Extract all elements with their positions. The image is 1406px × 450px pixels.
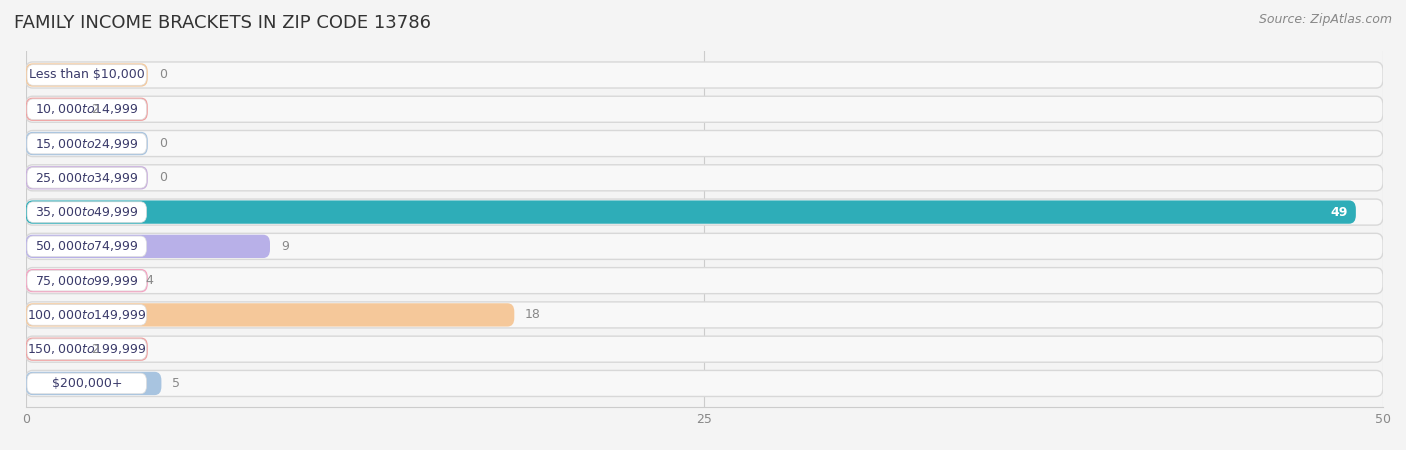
Text: $25,000 to $34,999: $25,000 to $34,999 xyxy=(35,171,139,185)
FancyBboxPatch shape xyxy=(25,370,1384,396)
FancyBboxPatch shape xyxy=(25,132,148,155)
Text: Source: ZipAtlas.com: Source: ZipAtlas.com xyxy=(1258,14,1392,27)
FancyBboxPatch shape xyxy=(25,269,148,292)
Text: $200,000+: $200,000+ xyxy=(52,377,122,390)
FancyBboxPatch shape xyxy=(27,202,146,222)
Text: 5: 5 xyxy=(173,377,180,390)
FancyBboxPatch shape xyxy=(25,62,1384,88)
FancyBboxPatch shape xyxy=(27,167,146,188)
Text: 4: 4 xyxy=(145,274,153,287)
Text: Less than $10,000: Less than $10,000 xyxy=(30,68,145,81)
FancyBboxPatch shape xyxy=(25,302,1384,328)
Text: 0: 0 xyxy=(159,68,167,81)
FancyBboxPatch shape xyxy=(27,99,146,120)
Text: $15,000 to $24,999: $15,000 to $24,999 xyxy=(35,136,139,151)
Text: $100,000 to $149,999: $100,000 to $149,999 xyxy=(27,308,146,322)
FancyBboxPatch shape xyxy=(25,372,162,395)
Text: $50,000 to $74,999: $50,000 to $74,999 xyxy=(35,239,139,253)
Text: FAMILY INCOME BRACKETS IN ZIP CODE 13786: FAMILY INCOME BRACKETS IN ZIP CODE 13786 xyxy=(14,14,432,32)
FancyBboxPatch shape xyxy=(25,234,1384,259)
Text: 2: 2 xyxy=(91,103,98,116)
Text: $150,000 to $199,999: $150,000 to $199,999 xyxy=(27,342,146,356)
Text: $75,000 to $99,999: $75,000 to $99,999 xyxy=(35,274,139,288)
FancyBboxPatch shape xyxy=(27,270,146,291)
Text: 18: 18 xyxy=(526,308,541,321)
Text: 0: 0 xyxy=(159,137,167,150)
FancyBboxPatch shape xyxy=(25,200,1355,224)
FancyBboxPatch shape xyxy=(25,336,1384,362)
FancyBboxPatch shape xyxy=(25,96,1384,122)
Text: 9: 9 xyxy=(281,240,288,253)
FancyBboxPatch shape xyxy=(27,133,146,154)
FancyBboxPatch shape xyxy=(25,199,1384,225)
FancyBboxPatch shape xyxy=(25,166,148,189)
FancyBboxPatch shape xyxy=(25,165,1384,191)
FancyBboxPatch shape xyxy=(25,303,515,327)
FancyBboxPatch shape xyxy=(27,65,146,85)
Text: $35,000 to $49,999: $35,000 to $49,999 xyxy=(35,205,139,219)
Text: 0: 0 xyxy=(159,171,167,184)
FancyBboxPatch shape xyxy=(27,236,146,256)
FancyBboxPatch shape xyxy=(27,339,146,360)
Text: 49: 49 xyxy=(1330,206,1348,219)
FancyBboxPatch shape xyxy=(27,305,146,325)
FancyBboxPatch shape xyxy=(25,338,148,361)
FancyBboxPatch shape xyxy=(25,130,1384,157)
FancyBboxPatch shape xyxy=(25,235,270,258)
Text: $10,000 to $14,999: $10,000 to $14,999 xyxy=(35,102,139,116)
FancyBboxPatch shape xyxy=(25,98,148,121)
Text: 2: 2 xyxy=(91,343,98,356)
FancyBboxPatch shape xyxy=(25,268,1384,294)
FancyBboxPatch shape xyxy=(27,373,146,394)
FancyBboxPatch shape xyxy=(25,63,148,87)
